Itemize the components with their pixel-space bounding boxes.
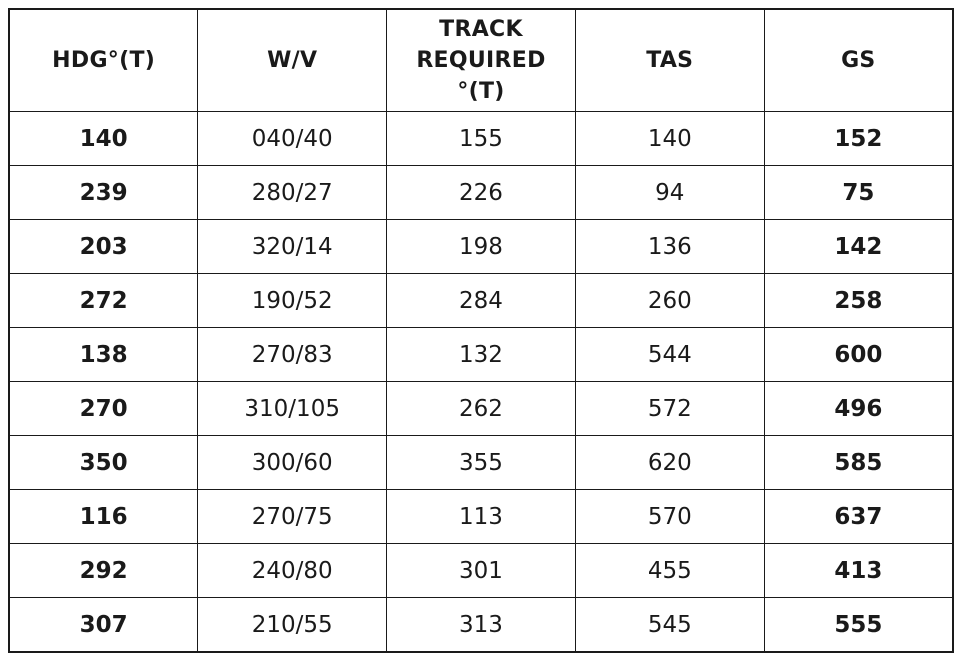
cell-track-required: 226 [386,165,576,220]
header-tas: TAS [574,8,765,112]
cell-tas: 570 [574,489,765,544]
cell-tas: 544 [574,327,765,382]
cell-wv: 190/52 [197,273,388,328]
table-row: 350 300/60 355 620 585 [8,435,954,490]
cell-gs: 413 [763,543,954,598]
table-row: 140 040/40 155 140 152 [8,111,954,166]
cell-gs: 258 [763,273,954,328]
cell-track-required: 355 [386,435,576,490]
cell-track-required: 262 [386,381,576,436]
cell-hdg: 350 [8,435,199,490]
cell-tas: 455 [574,543,765,598]
cell-track-required: 113 [386,489,576,544]
cell-tas: 572 [574,381,765,436]
header-row: HDG°(T) W/V TRACK REQUIRED °(T) TAS GS [8,8,954,112]
cell-hdg: 138 [8,327,199,382]
table-row: 292 240/80 301 455 413 [8,543,954,598]
cell-track-required: 132 [386,327,576,382]
cell-gs: 75 [763,165,954,220]
cell-hdg: 270 [8,381,199,436]
cell-tas: 136 [574,219,765,274]
cell-wv: 240/80 [197,543,388,598]
cell-tas: 260 [574,273,765,328]
cell-gs: 496 [763,381,954,436]
cell-hdg: 292 [8,543,199,598]
cell-track-required: 301 [386,543,576,598]
cell-hdg: 272 [8,273,199,328]
navigation-table: HDG°(T) W/V TRACK REQUIRED °(T) TAS GS 1… [8,8,954,653]
table-row: 270 310/105 262 572 496 [8,381,954,436]
cell-hdg: 307 [8,597,199,653]
cell-track-required: 198 [386,219,576,274]
cell-hdg: 239 [8,165,199,220]
cell-tas: 620 [574,435,765,490]
cell-tas: 545 [574,597,765,653]
cell-track-required: 313 [386,597,576,653]
header-wv: W/V [197,8,388,112]
cell-gs: 637 [763,489,954,544]
cell-gs: 142 [763,219,954,274]
header-hdg: HDG°(T) [8,8,199,112]
cell-wv: 270/75 [197,489,388,544]
header-gs: GS [763,8,954,112]
header-track-required: TRACK REQUIRED °(T) [386,8,576,112]
cell-track-required: 284 [386,273,576,328]
cell-gs: 555 [763,597,954,653]
cell-gs: 152 [763,111,954,166]
table-row: 203 320/14 198 136 142 [8,219,954,274]
cell-hdg: 140 [8,111,199,166]
cell-wv: 270/83 [197,327,388,382]
cell-track-required: 155 [386,111,576,166]
cell-wv: 320/14 [197,219,388,274]
navigation-table-container: HDG°(T) W/V TRACK REQUIRED °(T) TAS GS 1… [8,8,954,653]
cell-tas: 140 [574,111,765,166]
cell-hdg: 116 [8,489,199,544]
cell-wv: 040/40 [197,111,388,166]
cell-wv: 300/60 [197,435,388,490]
cell-tas: 94 [574,165,765,220]
cell-gs: 600 [763,327,954,382]
table-row: 239 280/27 226 94 75 [8,165,954,220]
table-row: 138 270/83 132 544 600 [8,327,954,382]
cell-wv: 280/27 [197,165,388,220]
table-row: 307 210/55 313 545 555 [8,597,954,653]
cell-wv: 210/55 [197,597,388,653]
cell-gs: 585 [763,435,954,490]
table-row: 116 270/75 113 570 637 [8,489,954,544]
table-row: 272 190/52 284 260 258 [8,273,954,328]
cell-hdg: 203 [8,219,199,274]
cell-wv: 310/105 [197,381,388,436]
